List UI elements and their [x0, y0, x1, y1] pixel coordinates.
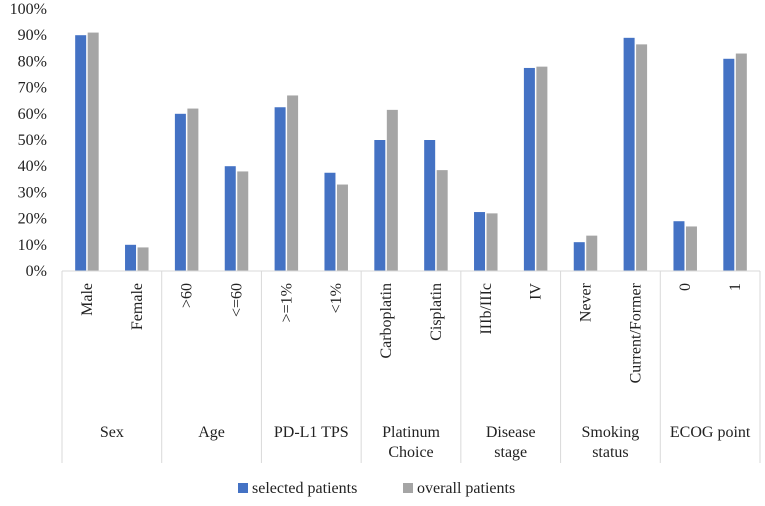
- category-label: Current/Former: [627, 282, 644, 383]
- group-label: Smoking: [582, 424, 640, 441]
- bar-overall-patients-11: [636, 44, 648, 272]
- category-label: Cisplatin: [428, 283, 445, 341]
- y-tick-label: 80%: [18, 53, 47, 70]
- x-axis: Male Female >60 <=60 >=1% <1% Carboplatin Cispl…: [62, 270, 760, 383]
- bar-selected-patients-3: [224, 166, 236, 271]
- bar-overall-patients-6: [386, 109, 398, 272]
- legend-label: overall patients: [417, 480, 515, 497]
- legend-swatch: [238, 483, 248, 493]
- legend-swatch: [403, 483, 413, 493]
- group-label: Sex: [100, 424, 124, 441]
- category-label: 1: [727, 283, 744, 291]
- y-tick-label: 70%: [18, 80, 47, 97]
- bar-overall-patients-0: [87, 32, 99, 271]
- y-tick-label: 100%: [10, 1, 47, 18]
- category-label: <=60: [229, 283, 246, 317]
- group-label: Disease: [486, 424, 536, 441]
- y-tick-label: 50%: [18, 132, 47, 149]
- group-label: Platinum: [382, 424, 440, 441]
- y-tick-label: 60%: [18, 106, 47, 123]
- bar-overall-patients-12: [685, 226, 697, 271]
- category-label: Male: [79, 283, 96, 316]
- bar-selected-patients-12: [673, 221, 685, 271]
- category-label: 0: [677, 283, 694, 291]
- y-tick-label: 90%: [18, 27, 47, 44]
- y-tick-label: 40%: [18, 158, 47, 175]
- category-groups: Sex Age PD-L1 TPS Platinum Choice Disease stag…: [61, 271, 761, 463]
- category-label: >60: [179, 283, 196, 308]
- bar-overall-patients-5: [336, 184, 348, 271]
- group-label: status: [592, 444, 628, 461]
- category-label: <1%: [328, 283, 345, 313]
- bar-overall-patients-10: [586, 235, 598, 271]
- category-label: IIIb/IIIc: [478, 283, 495, 335]
- group-label: stage: [494, 444, 527, 461]
- group-label: Age: [198, 424, 225, 441]
- category-label: Carboplatin: [378, 283, 395, 359]
- bar-selected-patients-0: [75, 35, 87, 272]
- bar-overall-patients-8: [486, 213, 498, 271]
- bar-selected-patients-7: [424, 140, 436, 271]
- legend-label: selected patients: [252, 480, 357, 497]
- category-label: >=1%: [278, 283, 295, 322]
- bar-selected-patients-11: [623, 37, 635, 271]
- y-axis: 0% 10% 20% 30% 40% 50% 60% 70% 80% 90% 100%: [10, 1, 47, 280]
- bar-selected-patients-10: [573, 242, 585, 271]
- bar-overall-patients-1: [137, 247, 149, 271]
- bar-overall-patients-9: [536, 66, 548, 271]
- bar-overall-patients-13: [735, 53, 747, 271]
- bar-selected-patients-9: [523, 67, 535, 271]
- bar-overall-patients-7: [436, 170, 448, 271]
- group-label: PD-L1 TPS: [274, 424, 349, 441]
- y-tick-label: 30%: [18, 184, 47, 201]
- bar-selected-patients-5: [324, 172, 336, 271]
- bar-overall-patients-4: [287, 95, 299, 272]
- y-tick-label: 10%: [18, 237, 47, 254]
- bar-overall-patients-3: [237, 171, 249, 271]
- bar-selected-patients-4: [274, 107, 286, 271]
- category-label: Never: [578, 282, 595, 322]
- bars: [75, 32, 747, 272]
- bar-selected-patients-1: [125, 244, 137, 271]
- group-label: Choice: [388, 444, 433, 461]
- bar-selected-patients-2: [174, 113, 186, 271]
- y-tick-label: 0%: [26, 263, 47, 280]
- category-label: Female: [129, 283, 146, 330]
- group-label: ECOG point: [670, 424, 751, 441]
- legend: selected patients overall patients: [238, 480, 515, 497]
- y-tick-label: 20%: [18, 211, 47, 228]
- bar-selected-patients-6: [374, 140, 386, 271]
- category-label: IV: [528, 283, 545, 300]
- bar-overall-patients-2: [187, 108, 199, 271]
- bar-selected-patients-13: [723, 58, 735, 271]
- bar-selected-patients-8: [474, 212, 486, 271]
